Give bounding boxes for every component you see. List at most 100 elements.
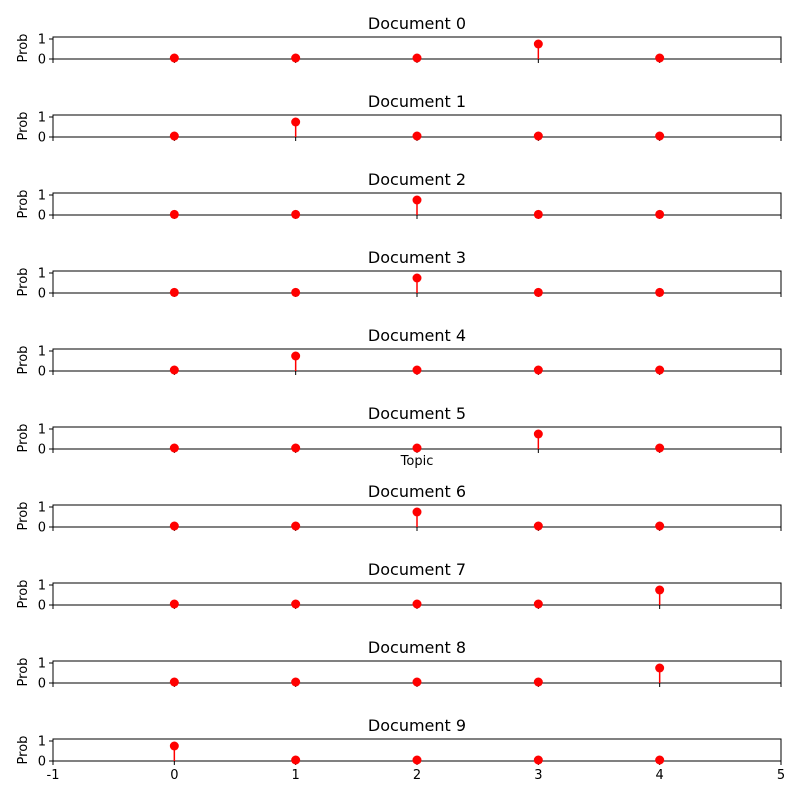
stem-marker <box>533 521 543 531</box>
subplot-title: Document 5 <box>368 404 466 423</box>
y-axis-label: Prob <box>16 736 31 765</box>
stem-marker <box>412 599 422 609</box>
x-tick-label: -1 <box>47 768 60 783</box>
subplot-1: Document 1 0 1 Prob <box>16 92 782 146</box>
subplot-title: Document 9 <box>368 716 466 735</box>
y-axis-label: Prob <box>16 190 31 219</box>
subplot-title: Document 8 <box>368 638 466 657</box>
stem-marker <box>412 443 422 453</box>
stem-marker <box>412 131 422 141</box>
stem-marker <box>655 131 665 141</box>
y-tick-label: 1 <box>38 423 46 438</box>
stem-marker <box>412 365 422 375</box>
stem-marker <box>655 585 665 595</box>
stem-marker <box>533 287 543 297</box>
y-axis-label: Prob <box>16 502 31 531</box>
stem-marker <box>291 209 301 219</box>
y-axis-label: Prob <box>16 580 31 609</box>
subplot-title: Document 0 <box>368 14 466 33</box>
stem-marker <box>655 663 665 673</box>
stem-marker <box>533 429 543 439</box>
y-tick-label: 1 <box>38 657 46 672</box>
y-tick-label: 0 <box>38 287 46 302</box>
subplot-title: Document 1 <box>368 92 466 111</box>
stem-marker <box>169 287 179 297</box>
stem-marker <box>533 677 543 687</box>
stem-marker <box>533 599 543 609</box>
stem-marker <box>412 273 422 283</box>
x-tick-label: 2 <box>413 768 421 783</box>
y-tick-label: 1 <box>38 267 46 282</box>
subplot-8: Document 8 0 1 Prob <box>16 638 782 692</box>
y-tick-label: 1 <box>38 33 46 48</box>
subplot-6: Document 6 0 1 Prob <box>16 482 782 536</box>
y-tick-label: 0 <box>38 521 46 536</box>
y-tick-label: 1 <box>38 189 46 204</box>
y-tick-label: 0 <box>38 599 46 614</box>
stem-marker <box>655 209 665 219</box>
y-tick-label: 0 <box>38 755 46 770</box>
stem-marker <box>291 677 301 687</box>
stem-marker <box>169 677 179 687</box>
y-axis-label: Prob <box>16 424 31 453</box>
stem-marker <box>655 521 665 531</box>
stem-marker <box>412 507 422 517</box>
stem-marker <box>533 365 543 375</box>
y-tick-label: 0 <box>38 443 46 458</box>
y-tick-label: 0 <box>38 209 46 224</box>
y-axis-label: Prob <box>16 34 31 63</box>
stem-marker <box>291 351 301 361</box>
subplot-3: Document 3 0 1 Prob <box>16 248 782 302</box>
stem-marker <box>169 741 179 751</box>
subplot-title: Document 7 <box>368 560 466 579</box>
stem-marker <box>291 755 301 765</box>
y-tick-label: 0 <box>38 131 46 146</box>
stem-marker <box>291 287 301 297</box>
y-axis-label: Prob <box>16 268 31 297</box>
stem-marker <box>169 443 179 453</box>
stem-marker <box>655 365 665 375</box>
x-tick-label: 4 <box>656 768 664 783</box>
y-tick-label: 0 <box>38 677 46 692</box>
x-tick-label: 1 <box>292 768 300 783</box>
stem-marker <box>655 443 665 453</box>
y-axis-label: Prob <box>16 658 31 687</box>
y-tick-label: 0 <box>38 53 46 68</box>
stem-marker <box>412 677 422 687</box>
stem-marker <box>655 287 665 297</box>
stem-marker <box>169 53 179 63</box>
x-tick-label: 3 <box>534 768 542 783</box>
stem-marker <box>291 53 301 63</box>
stem-marker <box>655 755 665 765</box>
subplot-title: Document 2 <box>368 170 466 189</box>
stem-marker <box>169 131 179 141</box>
stem-marker <box>169 521 179 531</box>
stem-marker <box>533 209 543 219</box>
stem-marker <box>655 53 665 63</box>
stem-marker <box>291 521 301 531</box>
stem-marker <box>169 599 179 609</box>
y-axis-label: Prob <box>16 112 31 141</box>
stem-marker <box>169 365 179 375</box>
subplot-title: Document 4 <box>368 326 466 345</box>
stem-marker <box>412 195 422 205</box>
y-axis-label: Prob <box>16 346 31 375</box>
subplot-5: Document 5 0 1 Prob Topic <box>16 404 782 469</box>
x-tick-label: 5 <box>777 768 785 783</box>
stem-marker <box>291 117 301 127</box>
y-tick-label: 1 <box>38 501 46 516</box>
subplot-title: Document 6 <box>368 482 466 501</box>
y-tick-label: 1 <box>38 579 46 594</box>
stem-marker <box>291 599 301 609</box>
stem-marker <box>169 209 179 219</box>
stem-marker <box>533 39 543 49</box>
stem-marker <box>291 443 301 453</box>
y-tick-label: 0 <box>38 365 46 380</box>
subplot-7: Document 7 0 1 Prob <box>16 560 782 614</box>
x-tick-label: 0 <box>170 768 178 783</box>
stem-marker <box>533 755 543 765</box>
y-tick-label: 1 <box>38 735 46 750</box>
stem-marker <box>412 755 422 765</box>
